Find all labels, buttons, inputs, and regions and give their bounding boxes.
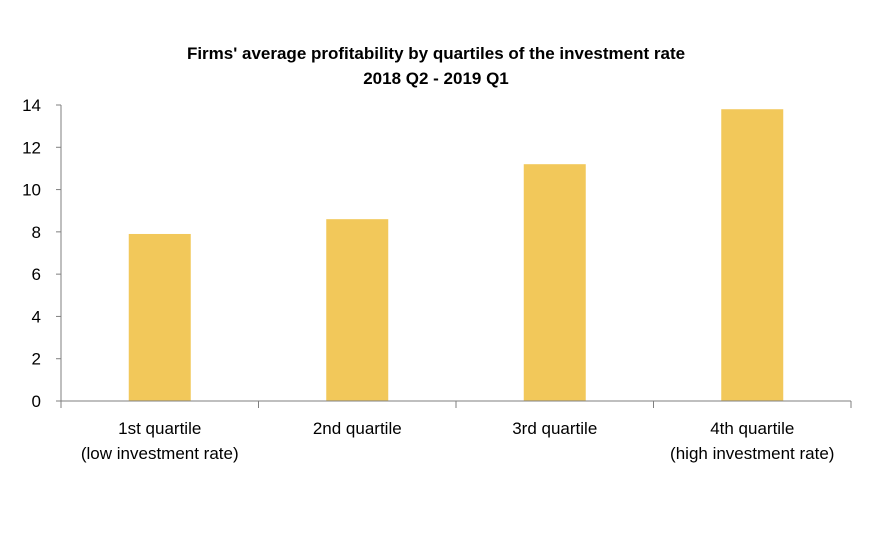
chart-subtitle: 2018 Q2 - 2019 Q1 <box>363 69 509 88</box>
bars-group <box>128 109 784 401</box>
x-category-label: (low investment rate) <box>81 444 239 463</box>
x-category-label: (high investment rate) <box>670 444 834 463</box>
x-category-label: 1st quartile <box>118 419 201 438</box>
bar-2 <box>326 219 389 401</box>
axes-group <box>56 104 852 408</box>
y-tick-label: 2 <box>32 350 41 369</box>
x-category-label: 2nd quartile <box>313 419 402 438</box>
y-tick-label: 8 <box>32 223 41 242</box>
y-tick-label: 10 <box>22 181 41 200</box>
chart-title: Firms' average profitability by quartile… <box>187 44 685 63</box>
bar-4 <box>721 109 784 401</box>
x-category-label: 3rd quartile <box>512 419 597 438</box>
bar-3 <box>523 164 586 401</box>
tick-labels-group: 0 2 4 6 8 10 12 14 1st quartile (low investment r… <box>22 96 834 463</box>
y-tick-label: 14 <box>22 96 41 115</box>
bar-1 <box>128 233 191 401</box>
y-tick-label: 12 <box>22 138 41 157</box>
y-tick-label: 6 <box>32 265 41 284</box>
y-tick-label: 0 <box>32 392 41 411</box>
x-category-label: 4th quartile <box>710 419 794 438</box>
y-tick-label: 4 <box>32 307 41 326</box>
